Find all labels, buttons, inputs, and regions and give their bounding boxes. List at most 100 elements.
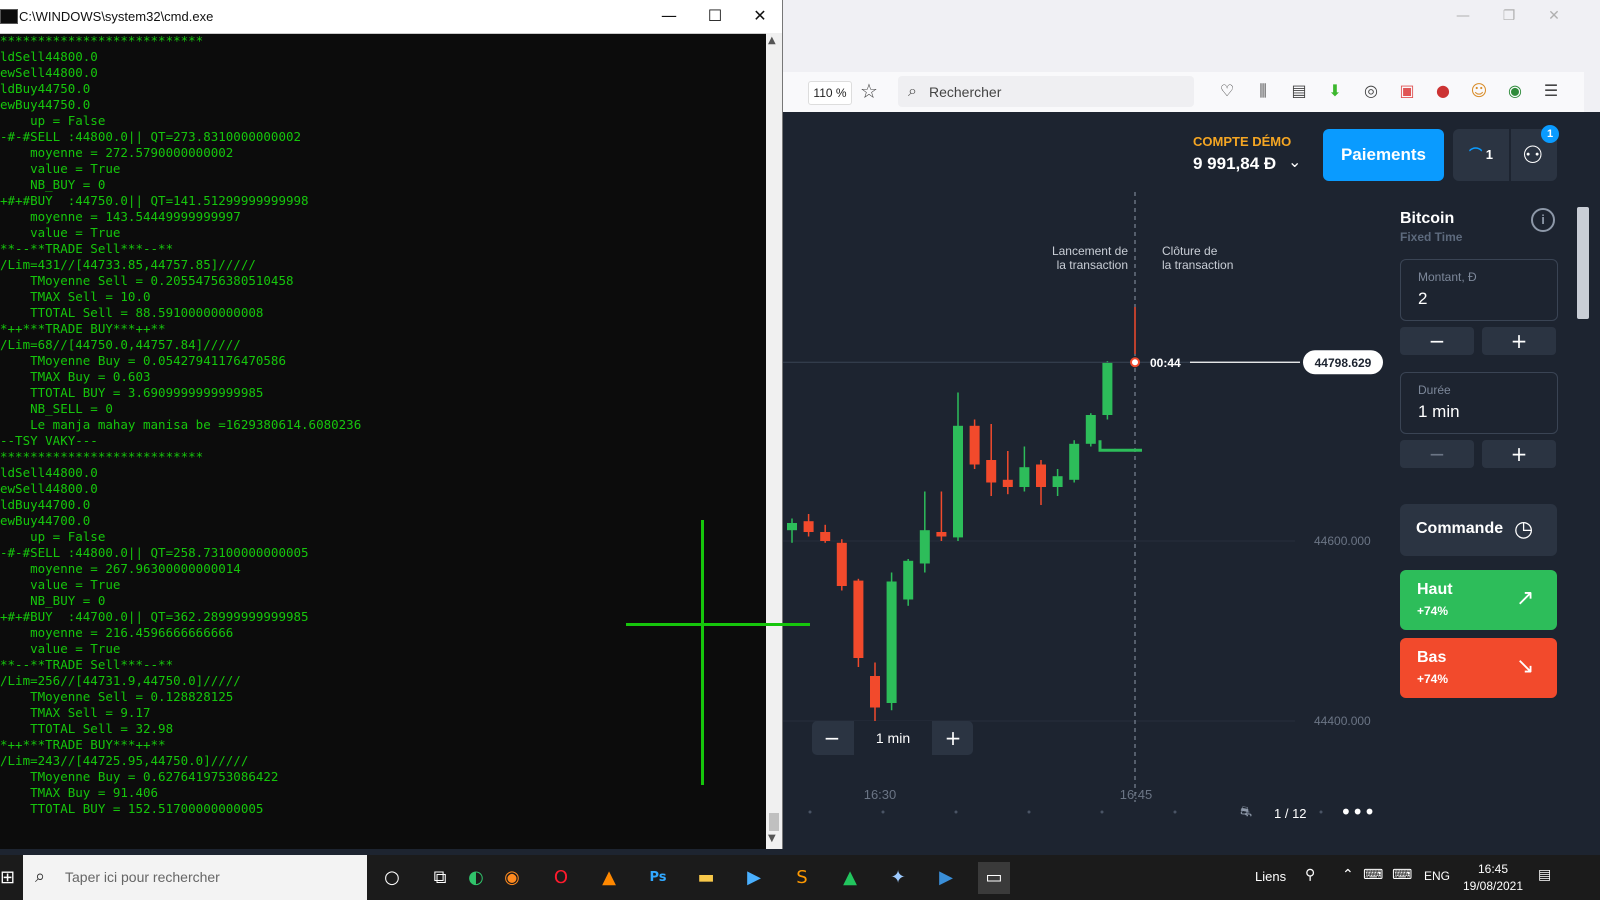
vlc-icon[interactable]: ▲ xyxy=(602,867,616,888)
browser-minimize-icon[interactable]: — xyxy=(1456,8,1470,24)
console-line: -#-#SELL :44800.0|| QT=258.7310000000000… xyxy=(0,545,309,560)
tray-time[interactable]: 16:45 xyxy=(1477,862,1509,876)
task-view-icon[interactable]: ⧉ xyxy=(433,867,447,888)
console-line: ldSell44800.0 xyxy=(0,49,98,64)
notification-icon[interactable]: ▤ xyxy=(1538,867,1552,883)
scroll-thumb[interactable] xyxy=(769,813,779,831)
browser-scrollbar[interactable] xyxy=(1584,0,1600,112)
console-line: moyenne = 143.54449999999997 xyxy=(0,209,241,224)
sidebar-icon[interactable]: ▤ xyxy=(1291,81,1307,100)
candle-body xyxy=(836,542,847,586)
cmd-scrollbar[interactable]: ▲ ▼ xyxy=(766,33,782,849)
extension-icon[interactable]: ◎ xyxy=(1364,81,1378,100)
extension-red-icon[interactable]: ▣ xyxy=(1399,81,1415,100)
network-icon[interactable]: ⌨ xyxy=(1363,867,1384,883)
up-button-label: Haut xyxy=(1417,581,1453,598)
scroll-up-icon[interactable]: ▲ xyxy=(768,35,776,46)
app-bird-icon[interactable]: ✦ xyxy=(890,867,906,888)
timeline-dot xyxy=(1173,810,1177,814)
up-button[interactable]: Haut +74% ↗ xyxy=(1400,570,1557,630)
timeframe-increase-button[interactable]: + xyxy=(944,726,962,750)
media-player-icon[interactable]: ▶ xyxy=(747,867,761,888)
user-account-button[interactable]: ⚇ xyxy=(1511,129,1557,181)
account-type-label[interactable]: COMPTE DÉMO xyxy=(1193,134,1292,149)
windows-start-icon[interactable]: ⊞ xyxy=(0,867,16,888)
cmd-titlebar[interactable]: C:\WINDOWS\system32\cmd.exe — ☐ ✕ xyxy=(0,0,782,34)
crosshair-horizontal xyxy=(626,623,810,626)
page-scrollbar-thumb[interactable] xyxy=(1577,207,1589,319)
duration-field[interactable]: Durée 1 min xyxy=(1400,372,1558,434)
scroll-down-icon[interactable]: ▼ xyxy=(768,833,776,844)
more-options-icon[interactable]: ••• xyxy=(1340,800,1376,824)
timeframe-decrease-button[interactable]: − xyxy=(823,726,841,750)
cmd-minimize-icon[interactable]: — xyxy=(661,6,677,25)
library-icon[interactable]: ⫼ xyxy=(1259,81,1267,100)
timeframe-value[interactable]: 1 min xyxy=(854,721,932,755)
bookmark-star-icon[interactable]: ☆ xyxy=(860,79,878,103)
taskbar-search-input[interactable]: ⌕ Taper ici pour rechercher xyxy=(23,855,367,900)
tray-date[interactable]: 19/08/2021 xyxy=(1462,879,1524,893)
console-line: up = False xyxy=(0,529,106,544)
tournament-button[interactable]: ⌒ 1 xyxy=(1453,129,1509,181)
candle-body xyxy=(1052,476,1063,487)
search-placeholder: Rechercher xyxy=(929,84,1002,100)
chevron-down-icon[interactable]: ⌄ xyxy=(1288,152,1302,171)
extension-globe-icon[interactable]: ◉ xyxy=(1508,81,1522,100)
order-button[interactable]: Commande ◷ xyxy=(1400,504,1557,556)
menu-icon[interactable]: ☰ xyxy=(1543,81,1559,100)
keyboard-icon[interactable]: ⌨ xyxy=(1392,867,1413,883)
edge-icon[interactable]: ◐ xyxy=(468,867,484,888)
payments-button[interactable]: Paiements xyxy=(1323,129,1444,181)
timeline-dot xyxy=(954,810,958,814)
extension-face-icon[interactable]: ☺ xyxy=(1470,81,1488,100)
app-movie-icon[interactable]: ▶ xyxy=(939,867,953,888)
candle-body xyxy=(936,532,947,537)
amount-field[interactable]: Montant, Đ 2 xyxy=(1400,259,1558,321)
cmd-taskbar-icon[interactable]: ▭ xyxy=(978,862,1010,894)
candle-body xyxy=(903,560,914,600)
chevron-up-icon[interactable]: ⌃ xyxy=(1342,867,1354,883)
cortana-icon[interactable]: ○ xyxy=(384,867,400,888)
tray-language[interactable]: ENG xyxy=(1424,869,1451,883)
cmd-close-icon[interactable]: ✕ xyxy=(753,6,767,25)
console-line: *++***TRADE BUY***++** xyxy=(0,737,166,752)
chart-timeframe-control[interactable]: − 1 min + xyxy=(812,721,973,755)
info-icon[interactable]: i xyxy=(1531,208,1555,232)
zoom-level[interactable]: 110 % xyxy=(808,81,852,105)
download-icon[interactable]: ⬇ xyxy=(1328,81,1342,100)
duration-decrease-button[interactable]: − xyxy=(1400,440,1474,468)
cmd-window[interactable]: C:\WINDOWS\system32\cmd.exe — ☐ ✕ ******… xyxy=(0,0,783,849)
cmd-maximize-icon[interactable]: ☐ xyxy=(707,6,723,25)
candle-body xyxy=(787,523,797,531)
firefox-icon[interactable]: ◉ xyxy=(504,867,520,888)
x-tick-label: 16:30 xyxy=(864,787,897,802)
navigation-icon[interactable]: ⛐ xyxy=(1240,804,1253,820)
amount-value[interactable]: 2 xyxy=(1418,289,1428,308)
console-output[interactable]: *************************** ldSell44800.0… xyxy=(0,33,766,849)
arrow-down-right-icon: ↘ xyxy=(1516,654,1535,679)
opera-icon[interactable]: O xyxy=(553,867,569,888)
timer-label: 00:44 xyxy=(1150,356,1181,370)
asset-type: Fixed Time xyxy=(1400,230,1463,244)
pocket-icon[interactable]: ♡ xyxy=(1219,81,1235,100)
account-balance[interactable]: 9 991,84 Đ xyxy=(1193,154,1277,173)
photoshop-icon[interactable]: Ps xyxy=(649,870,667,885)
amount-decrease-button[interactable]: − xyxy=(1400,327,1474,355)
search-icon: ⌕ xyxy=(908,81,917,100)
extension-dots-icon[interactable]: ● xyxy=(1436,81,1450,100)
tradingview-icon[interactable]: ▲ xyxy=(843,867,857,888)
timeline-dot xyxy=(881,810,885,814)
duration-increase-button[interactable]: + xyxy=(1482,440,1556,468)
down-button[interactable]: Bas +74% ↘ xyxy=(1400,638,1557,698)
tournament-icon: ⌒ xyxy=(1469,147,1483,162)
browser-close-icon[interactable]: ✕ xyxy=(1548,8,1560,24)
amount-increase-button[interactable]: + xyxy=(1482,327,1556,355)
sublime-text-icon[interactable]: S xyxy=(796,867,808,888)
people-icon[interactable]: ⚲ xyxy=(1305,867,1316,883)
search-input[interactable]: ⌕ Rechercher xyxy=(898,76,1194,107)
tray-links[interactable]: Liens xyxy=(1255,869,1287,884)
file-explorer-icon[interactable]: ▬ xyxy=(697,867,715,888)
duration-value[interactable]: 1 min xyxy=(1418,402,1460,421)
browser-maximize-icon[interactable]: ❐ xyxy=(1502,8,1516,24)
candle-body xyxy=(986,460,997,483)
